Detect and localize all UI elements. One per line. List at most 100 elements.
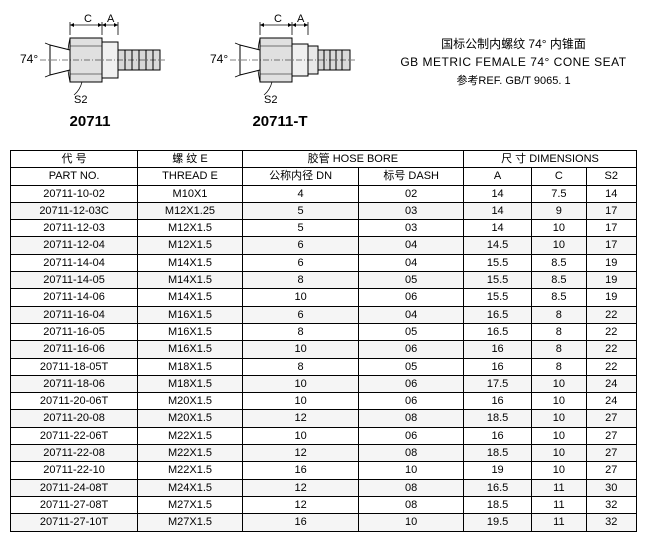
table-cell: M27X1.5	[138, 514, 243, 531]
fitting-diagram-2: C A 74° S2 20711-T	[200, 10, 360, 130]
table-row: 20711-14-06M14X1.5100615.58.519	[11, 289, 637, 306]
table-cell: 10	[532, 427, 586, 444]
fitting-diagram-1: C A 74°	[10, 10, 170, 130]
th-a: A	[464, 168, 532, 185]
table-cell: 10	[242, 375, 359, 392]
table-cell: M27X1.5	[138, 496, 243, 513]
table-row: 20711-14-05M14X1.580515.58.519	[11, 272, 637, 289]
th-partno-en: PART NO.	[11, 168, 138, 185]
table-cell: 11	[532, 514, 586, 531]
table-cell: 32	[586, 496, 636, 513]
table-cell: 14	[464, 185, 532, 202]
table-cell: 03	[359, 220, 464, 237]
table-cell: 30	[586, 479, 636, 496]
table-cell: 8.5	[532, 254, 586, 271]
table-cell: 10	[532, 410, 586, 427]
th-s2: S2	[586, 168, 636, 185]
title-english: GB METRIC FEMALE 74° CONE SEAT	[390, 55, 637, 69]
table-cell: 10	[532, 445, 586, 462]
table-cell: 20711-12-03	[11, 220, 138, 237]
table-row: 20711-10-02M10X1402147.514	[11, 185, 637, 202]
title-block: 国标公制内螺纹 74° 内锥面 GB METRIC FEMALE 74° CON…	[390, 10, 637, 88]
table-cell: 20711-24-08T	[11, 479, 138, 496]
table-cell: 05	[359, 272, 464, 289]
table-row: 20711-12-03M12X1.5503141017	[11, 220, 637, 237]
table-cell: 06	[359, 393, 464, 410]
table-cell: 20711-14-04	[11, 254, 138, 271]
table-cell: 4	[242, 185, 359, 202]
table-cell: 20711-16-04	[11, 306, 138, 323]
table-cell: 10	[532, 462, 586, 479]
table-cell: 11	[532, 496, 586, 513]
table-cell: 6	[242, 306, 359, 323]
table-cell: 22	[586, 306, 636, 323]
table-row: 20711-24-08TM24X1.5120816.51130	[11, 479, 637, 496]
table-cell: 8.5	[532, 289, 586, 306]
part-label-1: 20711	[70, 113, 111, 130]
table-row: 20711-18-05TM18X1.580516822	[11, 358, 637, 375]
table-cell: M20X1.5	[138, 410, 243, 427]
th-thread-en: THREAD E	[138, 168, 243, 185]
table-cell: 19.5	[464, 514, 532, 531]
table-row: 20711-22-08M22X1.5120818.51027	[11, 445, 637, 462]
table-cell: M22X1.5	[138, 445, 243, 462]
table-cell: 05	[359, 358, 464, 375]
table-cell: 10	[532, 393, 586, 410]
table-cell: M12X1.25	[138, 202, 243, 219]
table-cell: 10	[242, 393, 359, 410]
table-cell: 06	[359, 289, 464, 306]
table-cell: 15.5	[464, 272, 532, 289]
table-cell: 8	[532, 358, 586, 375]
table-cell: 8.5	[532, 272, 586, 289]
table-cell: M18X1.5	[138, 375, 243, 392]
table-cell: 08	[359, 496, 464, 513]
table-cell: 14	[586, 185, 636, 202]
table-cell: 27	[586, 410, 636, 427]
title-chinese: 国标公制内螺纹 74° 内锥面	[390, 35, 637, 52]
table-cell: 16.5	[464, 479, 532, 496]
table-cell: 18.5	[464, 445, 532, 462]
table-cell: 27	[586, 462, 636, 479]
table-cell: 16	[464, 393, 532, 410]
table-cell: 20711-27-10T	[11, 514, 138, 531]
table-cell: 06	[359, 341, 464, 358]
diagram-section: C A 74°	[10, 10, 637, 130]
table-row: 20711-22-06TM22X1.51006161027	[11, 427, 637, 444]
dim-s2-label: S2	[74, 94, 87, 105]
table-cell: 19	[586, 254, 636, 271]
th-hose-cn: 胶管 HOSE BORE	[242, 151, 463, 168]
table-cell: 5	[242, 220, 359, 237]
table-cell: 10	[359, 462, 464, 479]
table-cell: M22X1.5	[138, 462, 243, 479]
table-cell: 17	[586, 220, 636, 237]
table-cell: 03	[359, 202, 464, 219]
table-cell: 17	[586, 202, 636, 219]
table-row: 20711-12-04M12X1.560414.51017	[11, 237, 637, 254]
table-cell: 15.5	[464, 289, 532, 306]
table-cell: 08	[359, 410, 464, 427]
table-cell: 02	[359, 185, 464, 202]
table-cell: 20711-12-03C	[11, 202, 138, 219]
table-cell: 10	[532, 375, 586, 392]
table-cell: 05	[359, 323, 464, 340]
table-cell: 20711-16-06	[11, 341, 138, 358]
angle-label-1: 74°	[20, 52, 38, 66]
table-cell: 5	[242, 202, 359, 219]
table-cell: 8	[242, 272, 359, 289]
table-cell: 20711-20-08	[11, 410, 138, 427]
table-cell: 27	[586, 445, 636, 462]
table-cell: 27	[586, 427, 636, 444]
th-thread-cn: 螺 纹 E	[138, 151, 243, 168]
table-cell: 22	[586, 323, 636, 340]
dimensions-table: 代 号 螺 纹 E 胶管 HOSE BORE 尺 寸 DIMENSIONS PA…	[10, 150, 637, 532]
table-cell: M18X1.5	[138, 358, 243, 375]
table-cell: 19	[464, 462, 532, 479]
table-cell: M24X1.5	[138, 479, 243, 496]
table-cell: 10	[242, 427, 359, 444]
table-row: 20711-16-05M16X1.580516.5822	[11, 323, 637, 340]
dim-c-label: C	[84, 13, 92, 25]
table-row: 20711-27-08TM27X1.5120818.51132	[11, 496, 637, 513]
table-row: 20711-12-03CM12X1.2550314917	[11, 202, 637, 219]
table-cell: 8	[532, 323, 586, 340]
table-cell: 17	[586, 237, 636, 254]
